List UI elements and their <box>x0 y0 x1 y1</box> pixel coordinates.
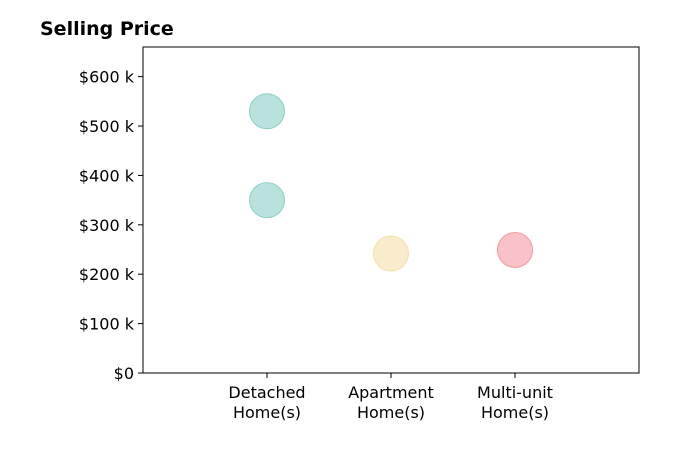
data-point <box>497 232 533 269</box>
y-axis: $0 $100 k $200 k $300 k $400 k $500 k $600 k <box>79 68 143 383</box>
plot-area <box>142 46 640 374</box>
x-axis: Detached Home(s) Apartment Home(s) Multi-uni… <box>228 373 553 422</box>
y-tick-label: $0 <box>114 364 134 383</box>
y-tick-label: $300 k <box>79 216 135 235</box>
x-tick-label: Multi-unit Home(s) <box>477 383 553 422</box>
x-tick-label: Detached Home(s) <box>228 383 305 422</box>
x-tick-label: Apartment Home(s) <box>348 383 434 422</box>
data-point <box>249 182 285 219</box>
y-tick-label: $400 k <box>79 166 135 185</box>
y-tick-label: $500 k <box>79 117 135 136</box>
data-point <box>249 93 285 130</box>
data-point <box>373 235 409 272</box>
y-tick-label: $200 k <box>79 265 135 284</box>
chart-title: Selling Price <box>40 18 174 40</box>
y-tick-label: $600 k <box>79 68 135 87</box>
y-tick-label: $100 k <box>79 315 135 334</box>
data-points <box>249 93 533 272</box>
